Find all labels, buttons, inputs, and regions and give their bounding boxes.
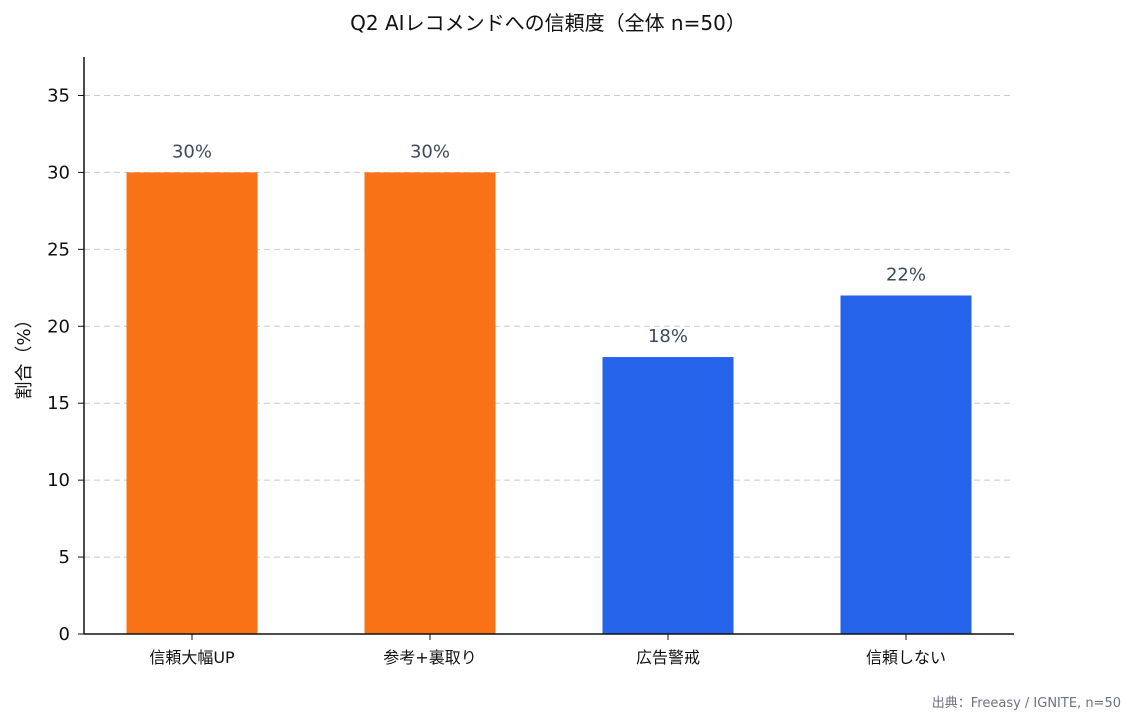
bar	[126, 172, 258, 634]
x-tick-label: 信頼しない	[866, 648, 946, 667]
bar	[364, 172, 496, 634]
y-tick-label: 25	[47, 239, 70, 260]
source-note: 出典：Freeasy / IGNITE, n=50	[932, 696, 1121, 711]
y-tick-label: 5	[59, 547, 70, 568]
bars	[126, 172, 972, 634]
x-tick-label: 信頼大幅UP	[149, 648, 235, 667]
y-axis-label: 割合（%）	[14, 310, 35, 399]
data-label: 18%	[648, 326, 688, 347]
x-tick-label: 参考+裏取り	[383, 648, 476, 667]
x-tick-label: 広告警戒	[636, 648, 700, 667]
y-tick-labels: 0 5 10 15 20 25 30 35	[47, 85, 84, 645]
data-label: 22%	[886, 264, 926, 285]
y-tick-label: 30	[47, 162, 70, 183]
chart-title: Q2 AIレコメンドへの信頼度（全体 n=50）	[350, 11, 746, 35]
y-tick-label: 10	[47, 470, 70, 491]
bar	[602, 357, 734, 634]
y-tick-label: 20	[47, 316, 70, 337]
data-label: 30%	[410, 141, 450, 162]
data-labels: 30% 30% 18% 22%	[172, 141, 926, 347]
x-tick-labels: 信頼大幅UP 参考+裏取り 広告警戒 信頼しない	[149, 634, 946, 667]
y-tick-label: 15	[47, 393, 70, 414]
data-label: 30%	[172, 141, 212, 162]
bar	[840, 295, 972, 634]
y-tick-label: 35	[47, 85, 70, 106]
y-tick-label: 0	[59, 624, 70, 645]
